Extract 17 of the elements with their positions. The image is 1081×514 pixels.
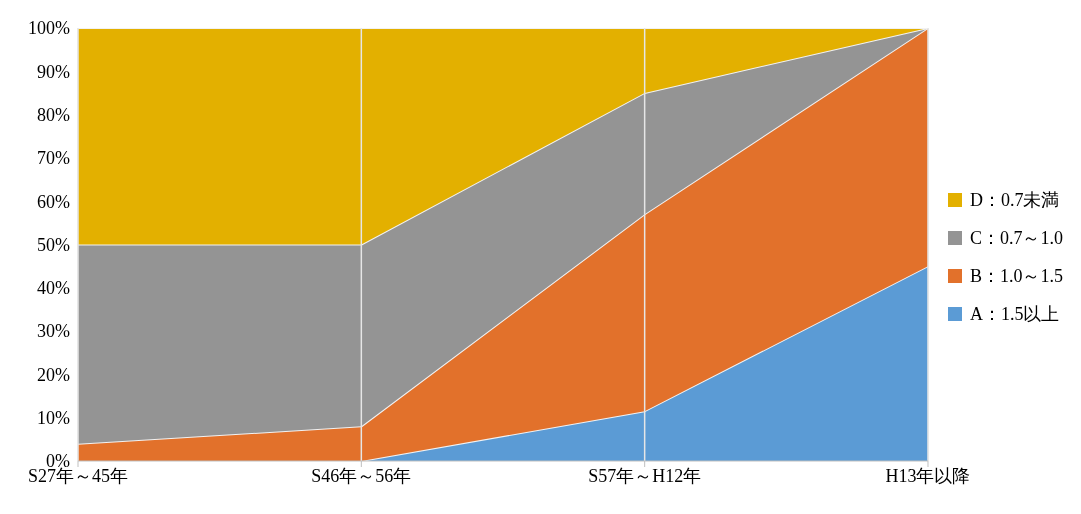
y-tick-label: 100% [28, 18, 70, 39]
y-tick-label: 50% [37, 234, 70, 255]
y-tick-label: 80% [37, 104, 70, 125]
x-tick-label: S57年～H12年 [588, 465, 702, 486]
x-tick-label: S46年～56年 [311, 465, 412, 486]
legend-label: A：1.5以上 [969, 303, 1060, 326]
y-tick-label: 60% [37, 191, 70, 212]
y-tick-label: 40% [37, 278, 70, 299]
x-tick-label: H13年以降 [885, 465, 971, 486]
y-tick-label: 70% [37, 148, 70, 169]
y-tick-label: 30% [37, 321, 70, 342]
legend-label: D：0.7未満 [969, 189, 1060, 212]
y-tick-label: 90% [37, 61, 70, 82]
y-tick-label: 20% [37, 364, 70, 385]
y-tick-label: 10% [37, 408, 70, 429]
legend-label: B：1.0～1.5 [969, 265, 1063, 288]
legend-label: C：0.7～1.0 [969, 227, 1063, 250]
